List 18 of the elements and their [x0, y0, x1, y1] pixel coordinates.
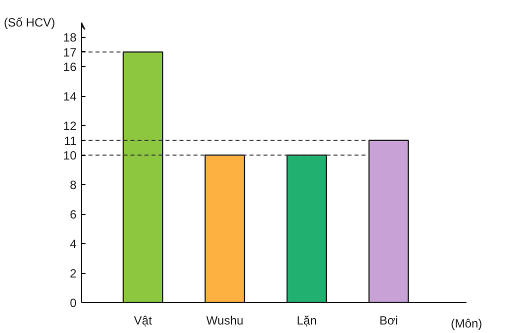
x-tick-label: Bơi	[379, 314, 398, 328]
y-tick-label: 6	[70, 208, 77, 222]
y-tick-label: 14	[63, 90, 77, 104]
x-tick-label: Wushu	[206, 314, 244, 328]
y-tick-label: 18	[63, 30, 77, 45]
y-tick-label: 12	[63, 119, 77, 134]
y-tick-label: 4	[70, 237, 77, 252]
y-tick-label: 10	[63, 148, 77, 163]
y-tick-label: 0	[70, 296, 77, 310]
x-tick-label: Vật	[134, 314, 153, 328]
y-tick-label: 2	[70, 266, 77, 281]
x-tick-label: Lặn	[296, 314, 317, 328]
y-tick-label: 11	[64, 134, 77, 148]
y-tick-label: 17	[63, 45, 77, 60]
x-axis-title: (Môn)	[450, 316, 482, 330]
y-axis-title: (Số HCV)	[4, 16, 56, 30]
y-tick-label: 8	[70, 178, 77, 192]
y-tick-label: 16	[63, 60, 77, 74]
